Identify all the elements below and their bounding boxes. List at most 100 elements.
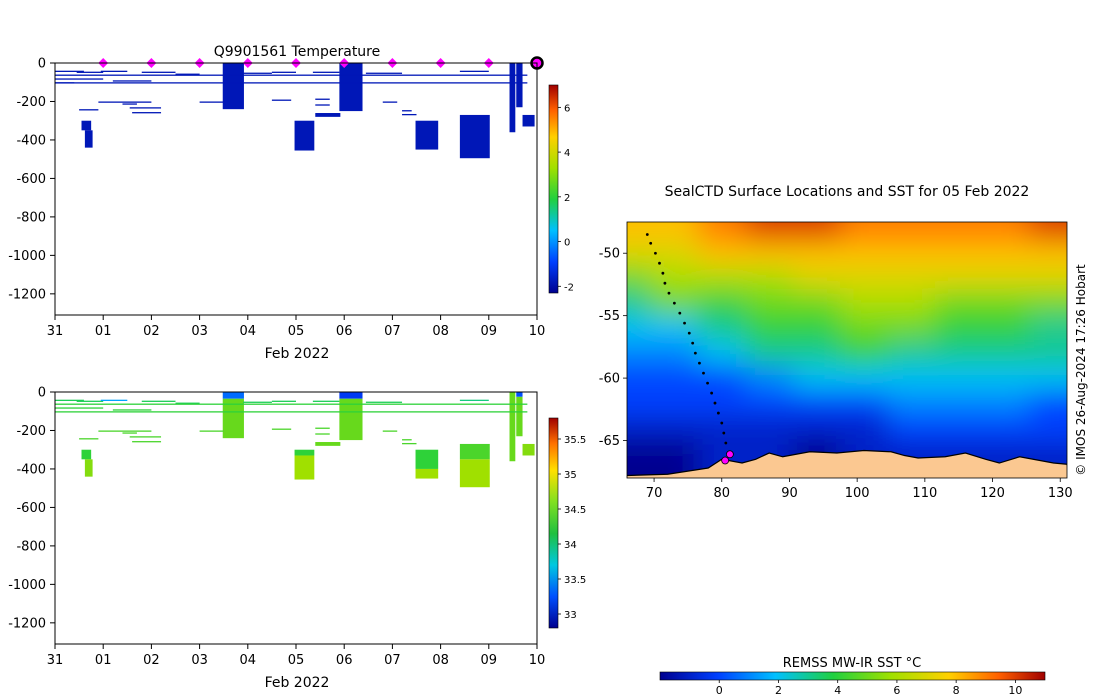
sst-cell <box>650 415 699 442</box>
y-tick-label: -600 <box>16 501 46 516</box>
profile-block <box>84 459 93 477</box>
track-point <box>713 401 717 405</box>
salinity-colorbar-ticks: 33 33.5 34 34.5 35 35.5 <box>558 435 586 621</box>
sst-cell <box>935 315 983 342</box>
track-point <box>722 431 726 435</box>
profile-line <box>122 103 137 105</box>
sst-cell <box>935 240 983 267</box>
y-tick-label: 0 <box>38 57 46 72</box>
sst-cell <box>650 265 699 292</box>
sst-colorbar-ticks: 0 2 4 6 8 10 <box>716 680 1022 697</box>
profile-line <box>315 433 330 435</box>
track-point <box>716 411 720 415</box>
x-tick-label: 09 <box>481 653 498 668</box>
profile-block <box>81 449 92 460</box>
y-tick-label: -200 <box>16 95 46 110</box>
sst-cell <box>982 265 1031 292</box>
profile-block <box>459 459 490 488</box>
profile-line <box>271 400 296 402</box>
profile-line <box>199 430 224 432</box>
profile-line <box>365 72 403 74</box>
y-tick-label: -1000 <box>8 578 46 593</box>
profile-block <box>509 392 516 462</box>
x-tick-label: 06 <box>336 324 353 339</box>
salinity-axes-frame <box>54 391 538 645</box>
sst-cell <box>982 290 1031 317</box>
sst-cell <box>935 340 983 367</box>
track-point <box>693 351 697 355</box>
sst-cell <box>982 365 1031 392</box>
sst-cell <box>840 265 889 292</box>
sst-cell <box>698 315 746 342</box>
x-tick-label: 05 <box>288 324 305 339</box>
temperature-y-ticks: 0 -200 -400 -600 -800 -1000 -1200 <box>8 57 55 302</box>
sst-cell <box>792 240 841 267</box>
sst-cell <box>650 340 699 367</box>
map-y-ticks: -50 -55 -60 -65 <box>599 247 627 449</box>
profile-line <box>132 441 162 443</box>
sst-cell <box>627 340 652 367</box>
track-point <box>661 271 665 275</box>
sst-cell <box>792 265 841 292</box>
y-tick-label: -1000 <box>8 249 46 264</box>
profile-block <box>222 398 244 439</box>
profile-line <box>98 101 152 103</box>
y-tick-label: -400 <box>16 462 46 477</box>
y-tick-label: -600 <box>16 172 46 187</box>
sst-cell <box>627 240 652 267</box>
profile-line <box>402 110 412 112</box>
colorbar-tick-label: 35 <box>564 470 577 481</box>
imos-credit: © IMOS 26-Aug-2024 17:26 Hobart <box>1074 264 1088 476</box>
sst-cell <box>887 240 936 267</box>
profile-line <box>79 438 99 440</box>
sst-cell <box>627 415 652 442</box>
colorbar-tick-label: 33.5 <box>564 575 586 586</box>
sst-cell <box>982 415 1031 442</box>
sst-cell <box>745 340 794 367</box>
sst-cell <box>1029 290 1067 317</box>
track-point <box>720 421 724 425</box>
x-tick-label: 04 <box>240 324 257 339</box>
x-tick-label: 02 <box>143 324 160 339</box>
colorbar-tick-label: 0 <box>564 238 570 249</box>
y-tick-label: -200 <box>16 424 46 439</box>
profile-line <box>129 436 162 438</box>
sst-cell <box>982 240 1031 267</box>
y-tick-label: -400 <box>16 133 46 148</box>
sst-cell <box>840 315 889 342</box>
profile-line <box>79 109 99 111</box>
profile-block <box>415 449 439 469</box>
salinity-profiles <box>55 392 535 488</box>
sst-cell <box>935 265 983 292</box>
sst-cell <box>840 390 889 417</box>
track-point <box>645 233 649 236</box>
profile-block <box>294 120 315 151</box>
y-tick-label: -800 <box>16 539 46 554</box>
profile-line <box>55 399 84 401</box>
seal-track <box>645 233 734 465</box>
profile-line <box>199 101 224 103</box>
sst-cell <box>1029 365 1067 392</box>
profile-block <box>509 63 516 133</box>
profile-block <box>339 392 363 399</box>
profile-line <box>55 74 528 76</box>
profile-block <box>339 398 363 441</box>
profile-block <box>415 468 439 479</box>
sst-cell <box>627 290 652 317</box>
track-point <box>687 331 691 335</box>
temperature-profiles <box>55 63 535 159</box>
track-point <box>691 341 695 345</box>
track-point <box>678 311 682 315</box>
map-x-tick-label: 120 <box>980 486 1005 501</box>
track-point <box>702 371 705 375</box>
sst-cell <box>935 290 983 317</box>
salinity-colorbar <box>548 417 559 629</box>
sst-colorbar <box>659 671 1046 681</box>
sst-map-panel: SealCTD Surface Locations and SST for 05… <box>599 184 1088 697</box>
sst-cell <box>698 340 746 367</box>
temperature-title: Q9901561 Temperature <box>214 44 381 60</box>
map-y-tick-label: -55 <box>599 309 620 324</box>
profile-line <box>382 101 398 103</box>
salinity-xlabel: Feb 2022 <box>265 675 330 691</box>
